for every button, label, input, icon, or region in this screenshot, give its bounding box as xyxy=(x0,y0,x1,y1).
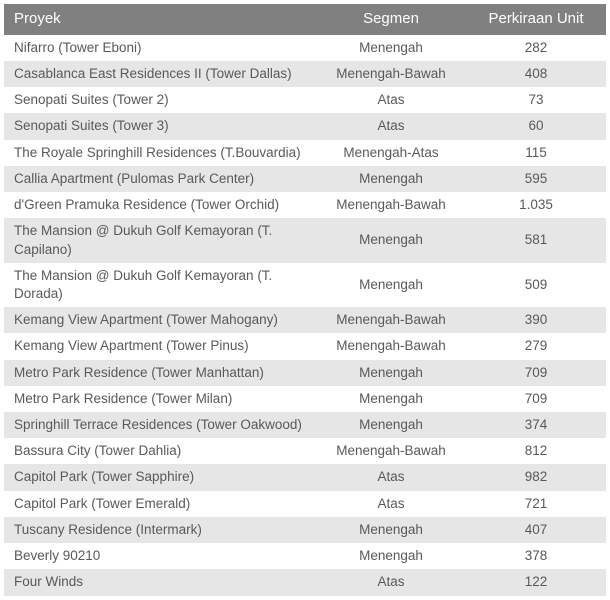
table-row: Senopati Suites (Tower 2)Atas73 xyxy=(4,87,606,113)
table-row: Nifarro (Tower Eboni)Menengah282 xyxy=(4,35,606,61)
cell-proyek: Capitol Park (Tower Emerald) xyxy=(4,491,316,517)
table-header-row: Proyek Segmen Perkiraan Unit xyxy=(4,4,606,35)
table-row: Tuscany Residence (Intermark)Menengah407 xyxy=(4,517,606,543)
cell-proyek: Kemang View Apartment (Tower Mahogany) xyxy=(4,307,316,333)
cell-unit: 595 xyxy=(466,166,606,192)
cell-segmen: Menengah xyxy=(316,166,466,192)
cell-segmen: Menengah-Bawah xyxy=(316,307,466,333)
cell-segmen: Menengah-Bawah xyxy=(316,61,466,87)
cell-unit: 73 xyxy=(466,87,606,113)
cell-unit: 581 xyxy=(466,218,606,262)
cell-proyek: Capitol Park (Tower Sapphire) xyxy=(4,464,316,490)
table-row: d'Green Pramuka Residence (Tower Orchid)… xyxy=(4,192,606,218)
cell-unit: 408 xyxy=(466,61,606,87)
table-row: Metro Park Residence (Tower Manhattan)Me… xyxy=(4,360,606,386)
table-row: The Royale Springhill Residences (T.Bouv… xyxy=(4,140,606,166)
cell-unit: 982 xyxy=(466,464,606,490)
cell-segmen: Menengah xyxy=(316,263,466,307)
table-row: Capitol Park (Tower Emerald)Atas721 xyxy=(4,491,606,517)
cell-segmen: Menengah xyxy=(316,412,466,438)
cell-segmen: Atas xyxy=(316,87,466,113)
cell-segmen: Menengah xyxy=(316,35,466,61)
cell-unit: 279 xyxy=(466,333,606,359)
table-row: Four WindsAtas122 xyxy=(4,569,606,595)
table-row: Metro Park Residence (Tower Milan)Meneng… xyxy=(4,386,606,412)
cell-segmen: Menengah-Bawah xyxy=(316,192,466,218)
cell-segmen: Menengah xyxy=(316,386,466,412)
cell-unit: 709 xyxy=(466,386,606,412)
cell-proyek: Casablanca East Residences II (Tower Dal… xyxy=(4,61,316,87)
table-row: The Mansion @ Dukuh Golf Kemayoran (T. C… xyxy=(4,218,606,262)
cell-segmen: Menengah xyxy=(316,543,466,569)
cell-unit: 407 xyxy=(466,517,606,543)
cell-segmen: Atas xyxy=(316,569,466,595)
table-row: Callia Apartment (Pulomas Park Center)Me… xyxy=(4,166,606,192)
col-header-proyek: Proyek xyxy=(4,4,316,35)
cell-unit: 721 xyxy=(466,491,606,517)
cell-segmen: Menengah xyxy=(316,517,466,543)
cell-proyek: Nifarro (Tower Eboni) xyxy=(4,35,316,61)
cell-segmen: Menengah xyxy=(316,218,466,262)
cell-proyek: Four Winds xyxy=(4,569,316,595)
table-row: Bassura City (Tower Dahlia)Menengah-Bawa… xyxy=(4,438,606,464)
cell-proyek: The Mansion @ Dukuh Golf Kemayoran (T. C… xyxy=(4,218,316,262)
cell-proyek: Bassura City (Tower Dahlia) xyxy=(4,438,316,464)
cell-unit: 1.035 xyxy=(466,192,606,218)
cell-proyek: Beverly 90210 xyxy=(4,543,316,569)
cell-proyek: Metro Park Residence (Tower Manhattan) xyxy=(4,360,316,386)
cell-unit: 812 xyxy=(466,438,606,464)
cell-segmen: Menengah-Bawah xyxy=(316,333,466,359)
cell-proyek: Springhill Terrace Residences (Tower Oak… xyxy=(4,412,316,438)
cell-unit: 390 xyxy=(466,307,606,333)
cell-proyek: Callia Apartment (Pulomas Park Center) xyxy=(4,166,316,192)
cell-unit: 122 xyxy=(466,569,606,595)
cell-segmen: Menengah-Bawah xyxy=(316,438,466,464)
cell-proyek: The Royale Springhill Residences (T.Bouv… xyxy=(4,140,316,166)
cell-unit: 282 xyxy=(466,35,606,61)
cell-unit: 378 xyxy=(466,543,606,569)
table-row: Springhill Terrace Residences (Tower Oak… xyxy=(4,412,606,438)
cell-unit: 709 xyxy=(466,360,606,386)
cell-unit: 115 xyxy=(466,140,606,166)
cell-unit: 60 xyxy=(466,113,606,139)
cell-segmen: Menengah xyxy=(316,360,466,386)
table-row: Kemang View Apartment (Tower Pinus)Menen… xyxy=(4,333,606,359)
table-row: Capitol Park (Tower Sapphire)Atas982 xyxy=(4,464,606,490)
cell-unit: 509 xyxy=(466,263,606,307)
col-header-segmen: Segmen xyxy=(316,4,466,35)
cell-segmen: Menengah-Atas xyxy=(316,140,466,166)
projects-table: Proyek Segmen Perkiraan Unit Nifarro (To… xyxy=(4,4,606,596)
cell-proyek: The Mansion @ Dukuh Golf Kemayoran (T. D… xyxy=(4,263,316,307)
cell-proyek: Senopati Suites (Tower 2) xyxy=(4,87,316,113)
cell-proyek: d'Green Pramuka Residence (Tower Orchid) xyxy=(4,192,316,218)
cell-proyek: Metro Park Residence (Tower Milan) xyxy=(4,386,316,412)
cell-segmen: Atas xyxy=(316,464,466,490)
cell-segmen: Atas xyxy=(316,113,466,139)
table-row: Beverly 90210Menengah378 xyxy=(4,543,606,569)
table-row: Senopati Suites (Tower 3)Atas60 xyxy=(4,113,606,139)
col-header-unit: Perkiraan Unit xyxy=(466,4,606,35)
cell-unit: 374 xyxy=(466,412,606,438)
cell-proyek: Tuscany Residence (Intermark) xyxy=(4,517,316,543)
table-row: The Mansion @ Dukuh Golf Kemayoran (T. D… xyxy=(4,263,606,307)
table-body: Nifarro (Tower Eboni)Menengah282 Casabla… xyxy=(4,35,606,596)
cell-proyek: Kemang View Apartment (Tower Pinus) xyxy=(4,333,316,359)
cell-segmen: Atas xyxy=(316,491,466,517)
table-row: Kemang View Apartment (Tower Mahogany)Me… xyxy=(4,307,606,333)
table-row: Casablanca East Residences II (Tower Dal… xyxy=(4,61,606,87)
cell-proyek: Senopati Suites (Tower 3) xyxy=(4,113,316,139)
